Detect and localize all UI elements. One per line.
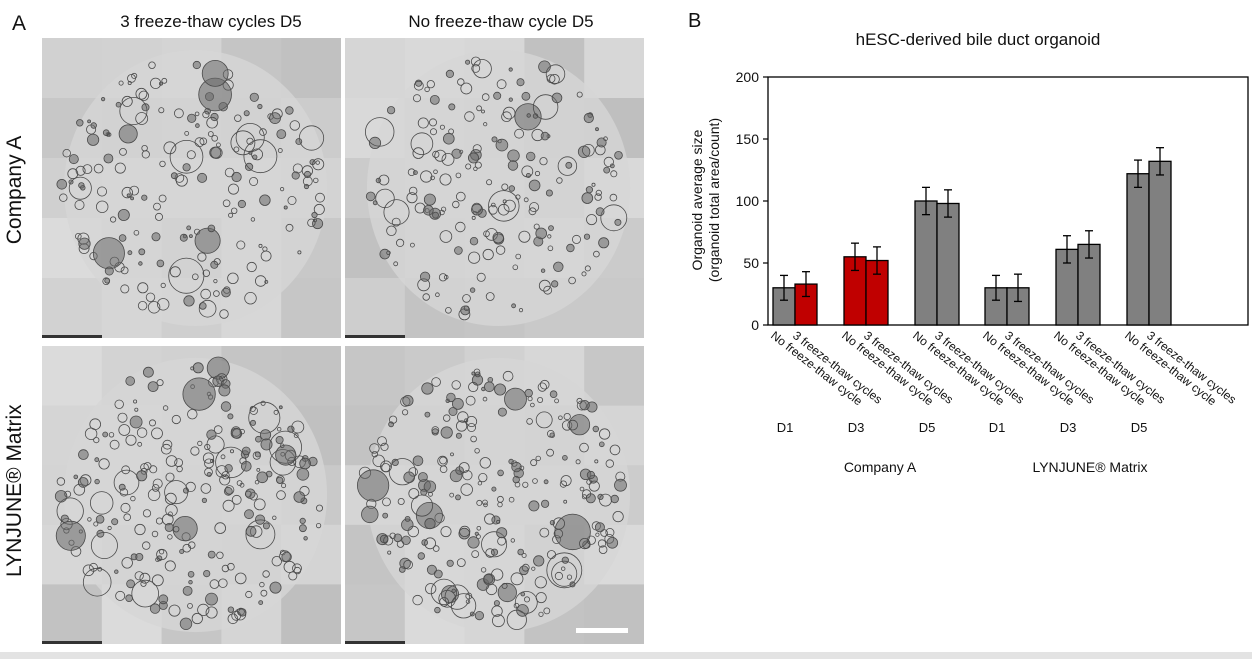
y-axis-label-line2: (organoid total area/count): [706, 118, 722, 282]
row-header-company-a: Company A: [3, 135, 26, 245]
bar: [914, 200, 938, 326]
bar: [1148, 160, 1172, 326]
bar: [936, 202, 960, 326]
column-header-no-freeze-thaw: No freeze-thaw cycle D5: [408, 12, 594, 31]
y-tick-label: 200: [736, 69, 760, 85]
panel-a-letter: A: [12, 12, 27, 35]
micrograph-lynjune-freeze-thaw: [42, 346, 341, 644]
bottom-divider: [0, 652, 1252, 659]
micrograph-company-a-no-freeze-thaw: [345, 38, 644, 338]
group-label-lynjune: LYNJUNE® Matrix: [1032, 459, 1147, 475]
row-header-lynjune: LYNJUNE® Matrix: [3, 404, 26, 577]
scale-bar: [576, 628, 628, 633]
chart-title: hESC-derived bile duct organoid: [856, 30, 1101, 49]
micrograph-company-a-freeze-thaw: [42, 38, 341, 338]
panel-b-letter: B: [688, 10, 701, 32]
day-label: D1: [989, 420, 1006, 435]
day-label: D5: [919, 420, 936, 435]
y-tick-label: 0: [751, 317, 759, 333]
day-label: D3: [1060, 420, 1077, 435]
y-tick-label: 50: [743, 255, 759, 271]
y-tick-label: 150: [736, 131, 760, 147]
day-label: D1: [777, 420, 794, 435]
group-label-company-a: Company A: [844, 459, 917, 475]
column-header-freeze-thaw: 3 freeze-thaw cycles D5: [120, 12, 302, 31]
y-tick-label: 100: [736, 193, 760, 209]
day-label: D3: [848, 420, 865, 435]
micrograph-lynjune-no-freeze-thaw: [345, 346, 644, 644]
day-label: D5: [1131, 420, 1148, 435]
bar-chart: B hESC-derived bile duct organoid Organo…: [688, 10, 1249, 475]
y-axis-label-line1: Organoid average size: [689, 129, 705, 270]
bar: [1126, 173, 1150, 326]
